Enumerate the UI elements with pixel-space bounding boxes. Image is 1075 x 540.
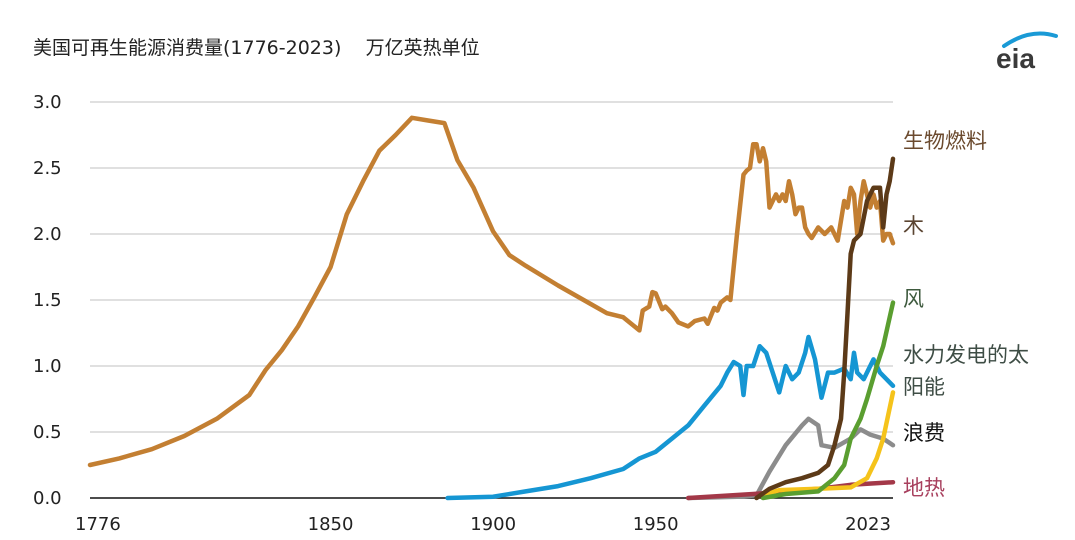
series-label: 木 [903,214,924,238]
x-tick-label: 2023 [845,514,891,535]
y-tick-label: 2.0 [33,224,62,245]
y-tick-label: 1.0 [33,356,62,377]
y-tick-label: 3.0 [33,92,62,113]
svg-text:eia: eia [996,43,1035,74]
series-line-5 [763,390,896,497]
series-label: 风 [903,287,924,311]
x-tick-label: 1776 [75,514,121,535]
x-tick-label: 1950 [633,514,679,535]
series-label: 水力发电的太 [903,343,1029,367]
title-text: 美国可再生能源消费量(1776-2023) [33,37,342,59]
series-line-6 [760,300,896,501]
series-label: 阳能 [903,375,945,399]
y-tick-label: 1.5 [33,290,62,311]
chart-title: 美国可再生能源消费量(1776-2023) 万亿英热单位 [33,33,480,60]
series-label: 生物燃料 [903,129,987,153]
series-line-1 [87,115,896,468]
y-tick-label: 0.5 [33,422,62,443]
y-tick-label: 0.0 [33,488,62,509]
eia-logo: eia [996,31,1058,74]
series-line-7 [754,156,896,501]
series-label: 浪费 [903,421,945,445]
series-label: 地热 [903,476,945,500]
y-tick-label: 2.5 [33,158,62,179]
series-line-2 [445,334,896,501]
series-line-3 [685,416,896,501]
x-tick-label: 1850 [308,514,354,535]
x-tick-label: 1900 [470,514,516,535]
unit-label: 万亿英热单位 [365,37,480,59]
